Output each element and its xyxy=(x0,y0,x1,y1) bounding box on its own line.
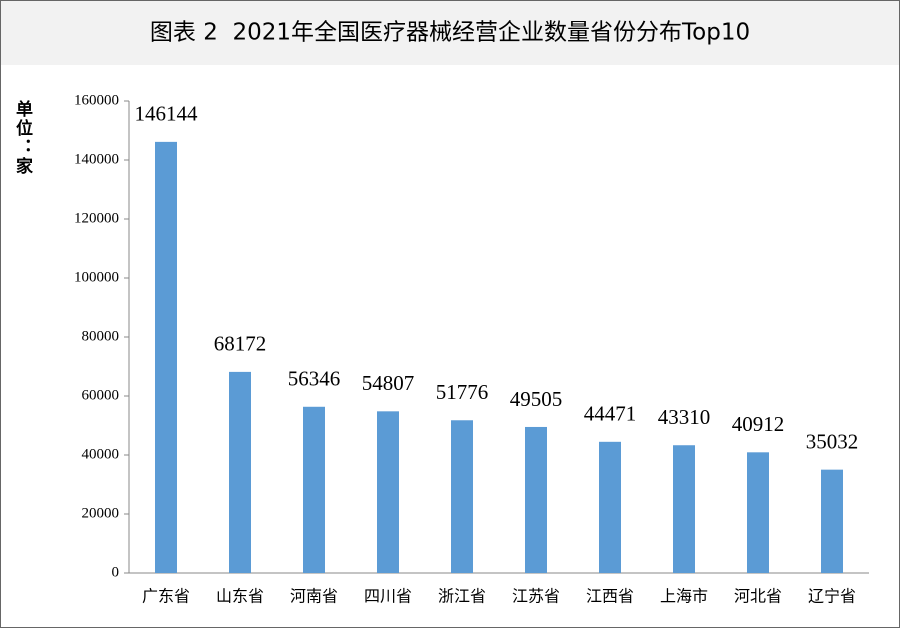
y-tick-label: 40000 xyxy=(82,446,120,462)
bar xyxy=(229,371,251,573)
bar xyxy=(821,469,843,573)
bar xyxy=(377,411,399,573)
bar xyxy=(747,452,769,573)
y-tick-label: 140000 xyxy=(74,151,119,167)
bar xyxy=(303,406,325,573)
data-label: 40912 xyxy=(732,412,785,436)
x-tick-label: 上海市 xyxy=(660,587,708,606)
bar xyxy=(673,445,695,573)
x-tick-label: 江苏省 xyxy=(512,587,560,606)
y-tick-label: 0 xyxy=(112,564,120,580)
x-tick-label: 四川省 xyxy=(364,587,412,606)
title-band xyxy=(1,1,899,65)
x-tick-label: 浙江省 xyxy=(438,587,486,606)
y-tick-label: 160000 xyxy=(74,92,119,108)
data-label: 54807 xyxy=(362,371,415,395)
data-label: 68172 xyxy=(214,332,267,356)
x-tick-label: 江西省 xyxy=(586,587,634,606)
y-tick-label: 20000 xyxy=(82,505,120,521)
bar xyxy=(155,141,177,574)
data-label: 35032 xyxy=(806,429,859,453)
chart-title: 图表 2 2021年全国医疗器械经营企业数量省份分布Top10 xyxy=(150,20,750,46)
data-label: 146144 xyxy=(135,102,199,126)
x-tick-label: 辽宁省 xyxy=(808,587,856,606)
y-axis-label: 单位：家 xyxy=(12,99,33,176)
y-tick-label: 80000 xyxy=(82,328,120,344)
data-label: 56346 xyxy=(288,367,341,391)
data-label: 49505 xyxy=(510,387,563,411)
data-label: 43310 xyxy=(658,405,711,429)
bar xyxy=(451,420,473,573)
x-tick-label: 山东省 xyxy=(216,587,264,606)
data-label: 51776 xyxy=(436,380,489,404)
bar xyxy=(525,426,547,573)
x-tick-label: 广东省 xyxy=(142,587,190,606)
y-tick-label: 100000 xyxy=(74,269,119,285)
x-tick-label: 河南省 xyxy=(290,587,338,606)
y-tick-label: 120000 xyxy=(74,210,119,226)
data-label: 44471 xyxy=(584,402,637,426)
x-tick-label: 河北省 xyxy=(734,587,782,606)
bar xyxy=(599,441,621,573)
y-tick-label: 60000 xyxy=(82,387,120,403)
